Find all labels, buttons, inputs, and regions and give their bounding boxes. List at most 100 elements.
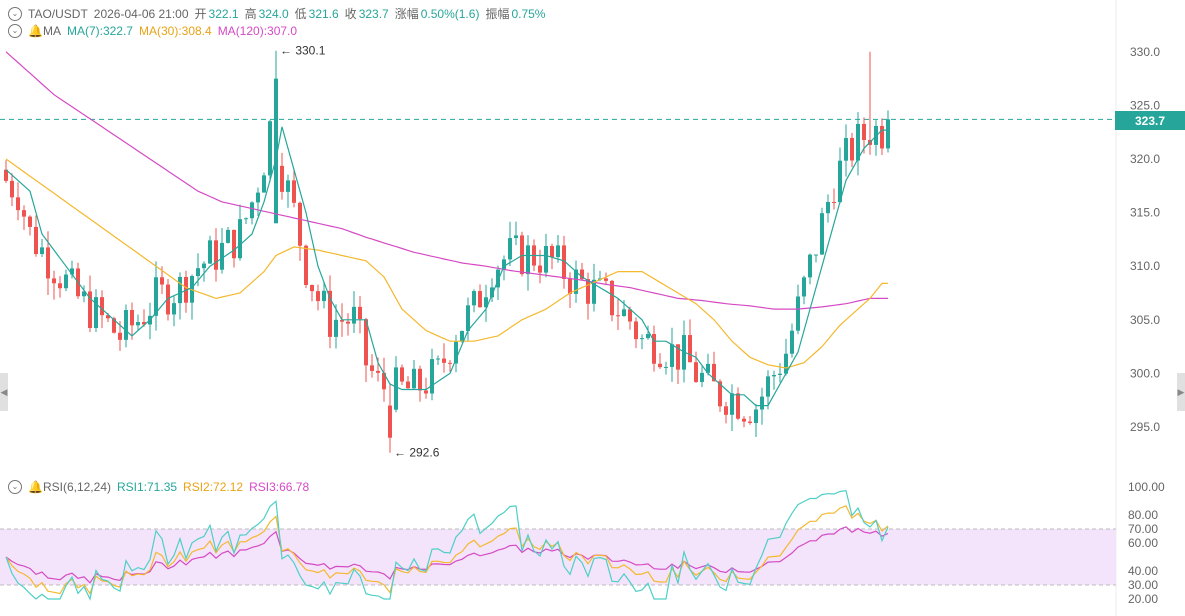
candle-body <box>472 291 476 306</box>
candle-body <box>358 306 362 320</box>
candle-body <box>436 358 440 360</box>
candle-body <box>502 259 506 270</box>
candle-body <box>4 169 8 181</box>
candle-body <box>814 254 818 256</box>
candle-body <box>466 305 470 332</box>
candle-body <box>520 235 524 275</box>
candle-body <box>352 306 356 324</box>
candle-body <box>724 406 728 415</box>
candle-body <box>844 138 848 161</box>
candle-body <box>82 291 86 297</box>
candle-body <box>28 216 32 227</box>
amplitude-value: 0.75% <box>511 6 546 21</box>
candle-body <box>490 287 494 298</box>
ma7-legend: MA(7):322.7 <box>66 24 133 38</box>
ma7-line <box>5 126 888 407</box>
close-value: 323.7 <box>358 6 389 21</box>
candle-body <box>262 175 266 193</box>
candle-body <box>574 269 578 294</box>
candle-body <box>742 418 746 422</box>
candle-body <box>370 365 374 371</box>
candle-body <box>166 284 170 315</box>
candle-body <box>862 123 866 140</box>
candle-body <box>838 160 842 203</box>
collapse-chevron-icon[interactable]: ⌄ <box>8 24 22 38</box>
candle-body <box>784 353 788 374</box>
candle-body <box>808 254 812 278</box>
candle-body <box>142 322 146 325</box>
high-value: 324.0 <box>258 6 289 21</box>
candle-body <box>346 321 350 324</box>
candle-body <box>550 245 554 257</box>
candle-body <box>376 370 380 373</box>
candle-body <box>274 78 278 224</box>
amplitude-label: 振幅 <box>485 7 510 21</box>
ma-legend-label[interactable]: 🔔MA <box>28 24 61 38</box>
candle-body <box>394 367 398 410</box>
candle-body <box>748 421 752 423</box>
candle-body <box>202 263 206 269</box>
candle-body <box>238 219 242 259</box>
open-value: 322.1 <box>208 6 239 21</box>
rsi2-line <box>5 505 889 595</box>
candle-body <box>856 123 860 161</box>
candle-body <box>754 409 758 423</box>
rsi-tick-label: 30.00 <box>1128 578 1158 592</box>
candle-body <box>454 341 458 364</box>
rsi-legend-label[interactable]: 🔔RSI(6,12,24) <box>28 480 111 494</box>
high-price-marker: ← 330.1 <box>280 44 326 58</box>
candle-body <box>688 335 692 363</box>
candle-body <box>676 344 680 370</box>
candle-body <box>286 180 290 192</box>
price-tick-label: 295.0 <box>1130 420 1160 434</box>
candle-body <box>214 240 218 270</box>
open-label: 开 <box>194 7 207 21</box>
change-label: 涨幅 <box>394 7 419 21</box>
rsi3-line <box>5 526 889 584</box>
rsi1-legend: RSI1:71.35 <box>117 480 178 494</box>
candle-body <box>406 381 410 389</box>
candle-body <box>622 309 626 316</box>
candle-body <box>298 202 302 246</box>
candle-body <box>772 374 776 377</box>
candle-body <box>670 344 674 367</box>
high-label: 高 <box>244 7 257 21</box>
scroll-left-button[interactable]: ◀ <box>0 373 8 411</box>
rsi3-legend: RSI3:66.78 <box>249 480 310 494</box>
candle-body <box>16 197 20 211</box>
collapse-chevron-icon[interactable]: ⌄ <box>8 480 22 494</box>
candle-body <box>70 268 74 275</box>
candle-body <box>640 338 644 340</box>
candle-body <box>544 245 548 273</box>
change-value: 0.50%(1.6) <box>420 6 480 21</box>
candle-body <box>268 121 272 176</box>
candle-body <box>46 247 50 279</box>
candle-body <box>232 229 236 259</box>
ohlc-header: ⌄ TAO/USDT 2026-04-06 21:00 开 322.1 高 324.… <box>8 5 545 22</box>
rsi-tick-label: 60.00 <box>1128 536 1158 550</box>
candle-body <box>52 278 56 284</box>
candle-body <box>94 297 98 329</box>
rsi-tick-label: 80.00 <box>1128 508 1158 522</box>
candle-body <box>880 125 884 149</box>
low-value: 321.6 <box>308 6 339 21</box>
candle-body <box>538 265 542 273</box>
candle-body <box>766 376 770 397</box>
candle-body <box>58 283 62 289</box>
candle-body <box>712 363 716 382</box>
price-tick-label: 330.0 <box>1130 45 1160 59</box>
candle-body <box>556 245 560 257</box>
candle-body <box>112 318 116 333</box>
candle-body <box>658 363 662 368</box>
candle-body <box>364 319 368 366</box>
toggle-eye-icon[interactable]: ⌄ <box>8 6 22 21</box>
candle-body <box>448 362 452 364</box>
candle-body <box>610 280 614 316</box>
scroll-right-button[interactable]: ▶ <box>1177 373 1185 411</box>
candle-body <box>100 297 104 316</box>
candle-body <box>580 269 584 280</box>
candle-body <box>778 373 782 375</box>
candle-body <box>562 245 566 279</box>
candle-body <box>220 242 224 270</box>
